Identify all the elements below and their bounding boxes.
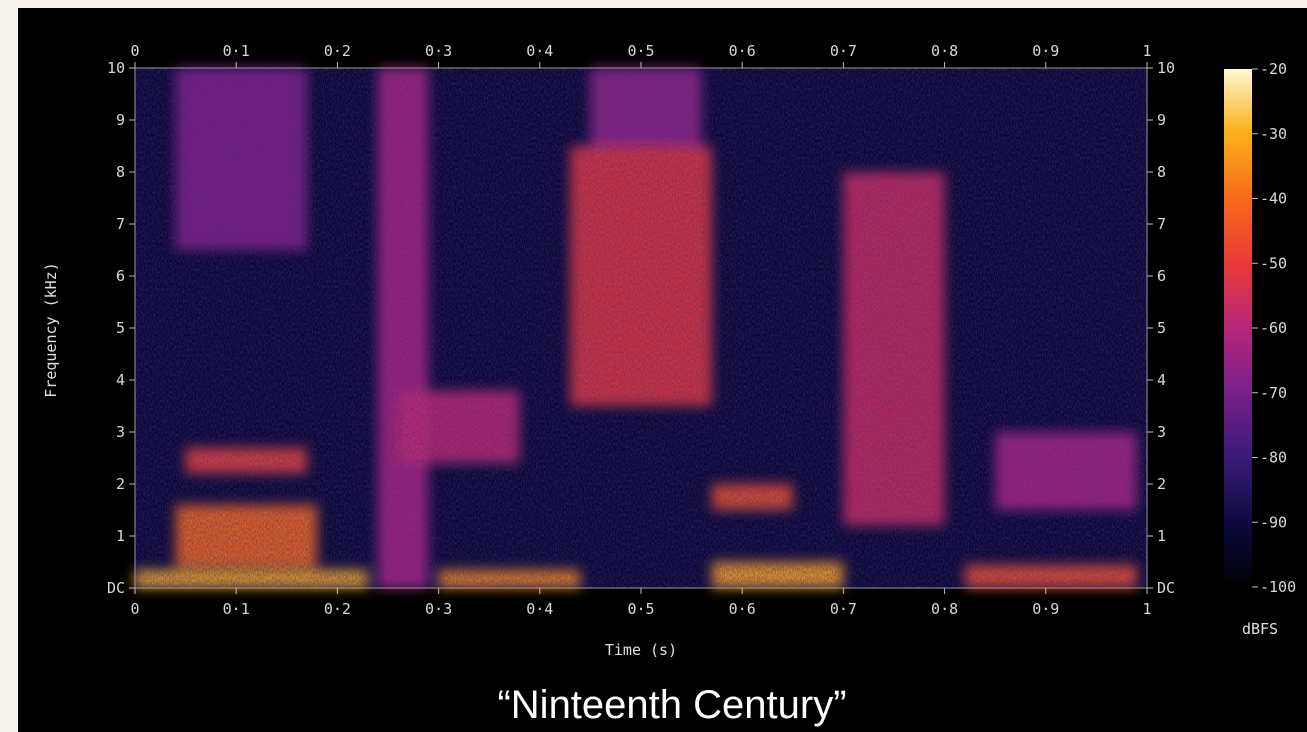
colorbar-tick-label: -50 [1260,254,1287,272]
plot-area [134,67,1148,589]
x-tick-label: 0·9 [1032,600,1059,618]
x-tick-label: 1 [1142,600,1151,618]
colorbar-tick-label: -40 [1260,190,1287,208]
colorbar: -20 -30 -40 -50 -60 -70 -80 -90 -100 dBFS [1224,60,1296,638]
y-tick-label-right: 7 [1157,215,1166,233]
y-tick-label-right: DC [1157,579,1175,597]
colorbar-gradient [1224,69,1252,587]
colorbar-tick-label: -20 [1260,60,1287,78]
colorbar-label: dBFS [1242,620,1278,638]
x-tick-label-top: 0·5 [627,42,654,60]
x-tick-label: 0·8 [931,600,958,618]
y-tick-label: 1 [116,527,125,545]
colorbar-tick-label: -90 [1260,513,1287,531]
y-tick-label: 5 [116,319,125,337]
y-tick-label: 9 [116,111,125,129]
x-tick-label-top: 0·2 [324,42,351,60]
x-tick-label-top: 0·6 [729,42,756,60]
x-tick-label-top: 1 [1142,42,1151,60]
x-tick-label: 0·5 [627,600,654,618]
x-tick-label: 0·3 [425,600,452,618]
y-tick-label-right: 8 [1157,163,1166,181]
x-tick-label: 0·2 [324,600,351,618]
y-tick-label: 8 [116,163,125,181]
colorbar-tick-label: -80 [1260,449,1287,467]
colorbar-tick-label: -30 [1260,125,1287,143]
x-tick-label-top: 0·3 [425,42,452,60]
y-tick-label: 4 [116,371,125,389]
colorbar-ticks: -20 -30 -40 -50 -60 -70 -80 -90 -100 [1252,60,1296,596]
x-tick-label-top: 0·4 [526,42,553,60]
y-tick-label: 3 [116,423,125,441]
y-tick-label-right: 4 [1157,371,1166,389]
y-tick-label: DC [107,579,125,597]
x-tick-label-top: 0 [130,42,139,60]
y-tick-label-right: 10 [1157,59,1175,77]
x-tick-label: 0·4 [526,600,553,618]
x-tick-label-top: 0·7 [830,42,857,60]
x-tick-label-top: 0·8 [931,42,958,60]
colorbar-tick-label: -60 [1260,319,1287,337]
x-tick-label: 0·7 [830,600,857,618]
x-tick-label: 0 [130,600,139,618]
y-tick-label: 7 [116,215,125,233]
y-tick-label-right: 9 [1157,111,1166,129]
x-tick-label-top: 0·9 [1032,42,1059,60]
y-tick-label-right: 3 [1157,423,1166,441]
axis-ticks: 0 0 0·1 0·1 0·2 0·2 0·3 0·3 0·4 0·4 0·5 0·5 0·6 0·6 0·… [107,42,1175,618]
y-tick-label: 10 [107,59,125,77]
y-tick-label: 2 [116,475,125,493]
y-tick-label-right: 5 [1157,319,1166,337]
y-axis-title: Frequency (kHz) [42,262,60,397]
x-tick-label: 0·1 [223,600,250,618]
noise-texture [135,68,1147,588]
chart-caption: “Ninteenth Century” [497,683,846,727]
x-tick-label-top: 0·1 [223,42,250,60]
x-axis-title: Time (s) [605,641,677,659]
y-tick-label-right: 2 [1157,475,1166,493]
y-tick-label-right: 6 [1157,267,1166,285]
y-tick-label-right: 1 [1157,527,1166,545]
y-tick-label: 6 [116,267,125,285]
x-tick-label: 0·6 [729,600,756,618]
colorbar-tick-label: -70 [1260,384,1287,402]
colorbar-tick-label: -100 [1260,578,1296,596]
